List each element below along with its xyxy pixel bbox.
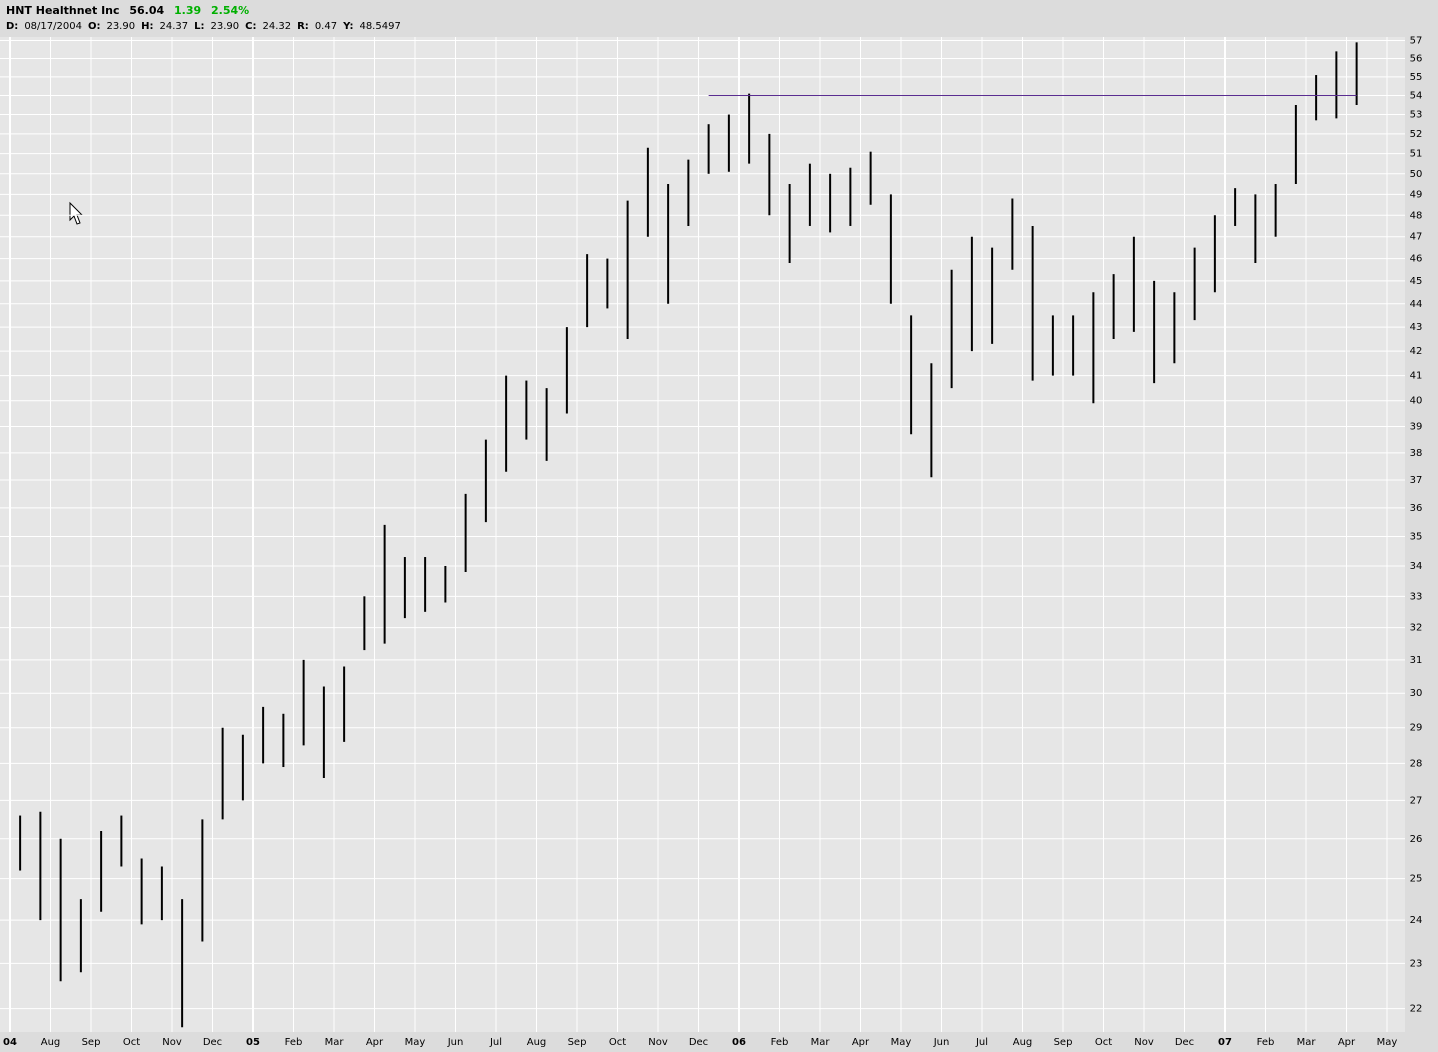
- x-tick-label: 06: [732, 1037, 746, 1048]
- last-price: 56.04: [129, 4, 165, 17]
- x-tick-label: Apr: [852, 1037, 870, 1048]
- x-tick-label: Sep: [1054, 1037, 1073, 1048]
- x-tick-label: Dec: [689, 1037, 708, 1048]
- x-tick-label: Mar: [325, 1037, 345, 1048]
- y-tick-label: 27: [1410, 795, 1423, 806]
- info-value: 08/17/2004: [24, 21, 82, 32]
- x-tick-label: 05: [246, 1037, 260, 1048]
- x-tick-label: Feb: [285, 1037, 303, 1048]
- y-tick-label: 44: [1410, 299, 1423, 310]
- y-tick-label: 55: [1410, 72, 1423, 83]
- x-tick-label: Jul: [489, 1037, 502, 1048]
- x-tick-label: Mar: [811, 1037, 831, 1048]
- y-tick-label: 51: [1410, 149, 1423, 160]
- x-tick-label: Oct: [609, 1037, 626, 1048]
- x-tick-label: Aug: [527, 1037, 547, 1048]
- x-tick-label: Oct: [1095, 1037, 1112, 1048]
- y-tick-label: 35: [1410, 531, 1423, 542]
- x-tick-label: Nov: [648, 1037, 668, 1048]
- header: HNT Healthnet Inc 56.04 1.39 2.54% D: 08/…: [0, 0, 1438, 37]
- info-value: 24.32: [262, 21, 292, 32]
- y-tick-label: 28: [1410, 758, 1423, 769]
- y-tick-label: 30: [1410, 688, 1423, 699]
- info-label: C:: [245, 21, 257, 32]
- x-tick-label: Feb: [771, 1037, 789, 1048]
- plot-area: [0, 37, 1405, 1032]
- y-tick-label: 22: [1410, 1004, 1423, 1015]
- info-label: O:: [87, 21, 101, 32]
- bar-info: D: 08/17/2004 O: 23.90 H: 24.37 L: 23.90 C: 24.32…: [6, 21, 407, 32]
- x-tick-label: Oct: [123, 1037, 140, 1048]
- y-tick-label: 57: [1410, 36, 1423, 47]
- y-tick-label: 50: [1410, 169, 1423, 180]
- y-tick-label: 32: [1410, 623, 1423, 634]
- quote-line: HNT Healthnet Inc 56.04 1.39 2.54%: [6, 4, 255, 17]
- x-tick-label: Feb: [1257, 1037, 1275, 1048]
- change: 1.39: [174, 4, 202, 17]
- y-tick-label: 25: [1410, 874, 1423, 885]
- x-tick-label: Jul: [975, 1037, 988, 1048]
- info-value: 24.37: [159, 21, 189, 32]
- info-value: 23.90: [106, 21, 136, 32]
- x-tick-label: May: [891, 1037, 912, 1048]
- y-tick-label: 54: [1410, 91, 1423, 102]
- x-tick-label: Aug: [1013, 1037, 1033, 1048]
- x-tick-label: Aug: [41, 1037, 61, 1048]
- y-tick-label: 53: [1410, 110, 1423, 121]
- y-tick-label: 31: [1410, 655, 1423, 666]
- y-tick-label: 56: [1410, 54, 1423, 65]
- y-tick-label: 48: [1410, 210, 1423, 221]
- y-tick-label: 41: [1410, 371, 1423, 382]
- x-tick-label: Dec: [203, 1037, 222, 1048]
- y-tick-label: 47: [1410, 232, 1423, 243]
- change-pct: 2.54%: [211, 4, 250, 17]
- info-label: L:: [194, 21, 205, 32]
- y-tick-label: 23: [1410, 958, 1423, 969]
- x-tick-label: Mar: [1297, 1037, 1317, 1048]
- title: HNT Healthnet Inc: [6, 4, 120, 17]
- x-tick-label: Dec: [1175, 1037, 1194, 1048]
- x-tick-label: Nov: [162, 1037, 182, 1048]
- y-tick-label: 34: [1410, 561, 1423, 572]
- x-tick-label: 07: [1218, 1037, 1232, 1048]
- y-tick-label: 29: [1410, 723, 1423, 734]
- info-value: 0.47: [314, 21, 338, 32]
- y-tick-label: 40: [1410, 396, 1423, 407]
- x-tick-label: May: [405, 1037, 426, 1048]
- x-tick-label: Jun: [933, 1037, 950, 1048]
- y-tick-label: 49: [1410, 189, 1423, 200]
- x-tick-label: Sep: [568, 1037, 587, 1048]
- info-value: 48.5497: [359, 21, 401, 32]
- info-label: D:: [6, 21, 19, 32]
- y-tick-label: 24: [1410, 915, 1423, 926]
- y-tick-label: 43: [1410, 322, 1423, 333]
- x-tick-label: Apr: [366, 1037, 384, 1048]
- x-tick-label: Apr: [1338, 1037, 1356, 1048]
- x-tick-label: Jun: [447, 1037, 464, 1048]
- y-tick-label: 52: [1410, 129, 1423, 140]
- x-tick-label: Sep: [82, 1037, 101, 1048]
- y-tick-label: 46: [1410, 254, 1423, 265]
- info-value: 23.90: [210, 21, 240, 32]
- y-tick-label: 26: [1410, 834, 1423, 845]
- y-tick-label: 42: [1410, 346, 1423, 357]
- y-tick-label: 33: [1410, 591, 1423, 602]
- x-tick-label: Nov: [1134, 1037, 1154, 1048]
- info-label: H:: [141, 21, 154, 32]
- x-tick-label: 04: [3, 1037, 17, 1048]
- y-tick-label: 38: [1410, 448, 1423, 459]
- y-tick-label: 45: [1410, 276, 1423, 287]
- y-tick-label: 39: [1410, 421, 1423, 432]
- x-tick-label: May: [1377, 1037, 1398, 1048]
- info-label: Y:: [343, 21, 354, 32]
- y-tick-label: 36: [1410, 503, 1423, 514]
- info-label: R:: [297, 21, 309, 32]
- y-tick-label: 37: [1410, 475, 1423, 486]
